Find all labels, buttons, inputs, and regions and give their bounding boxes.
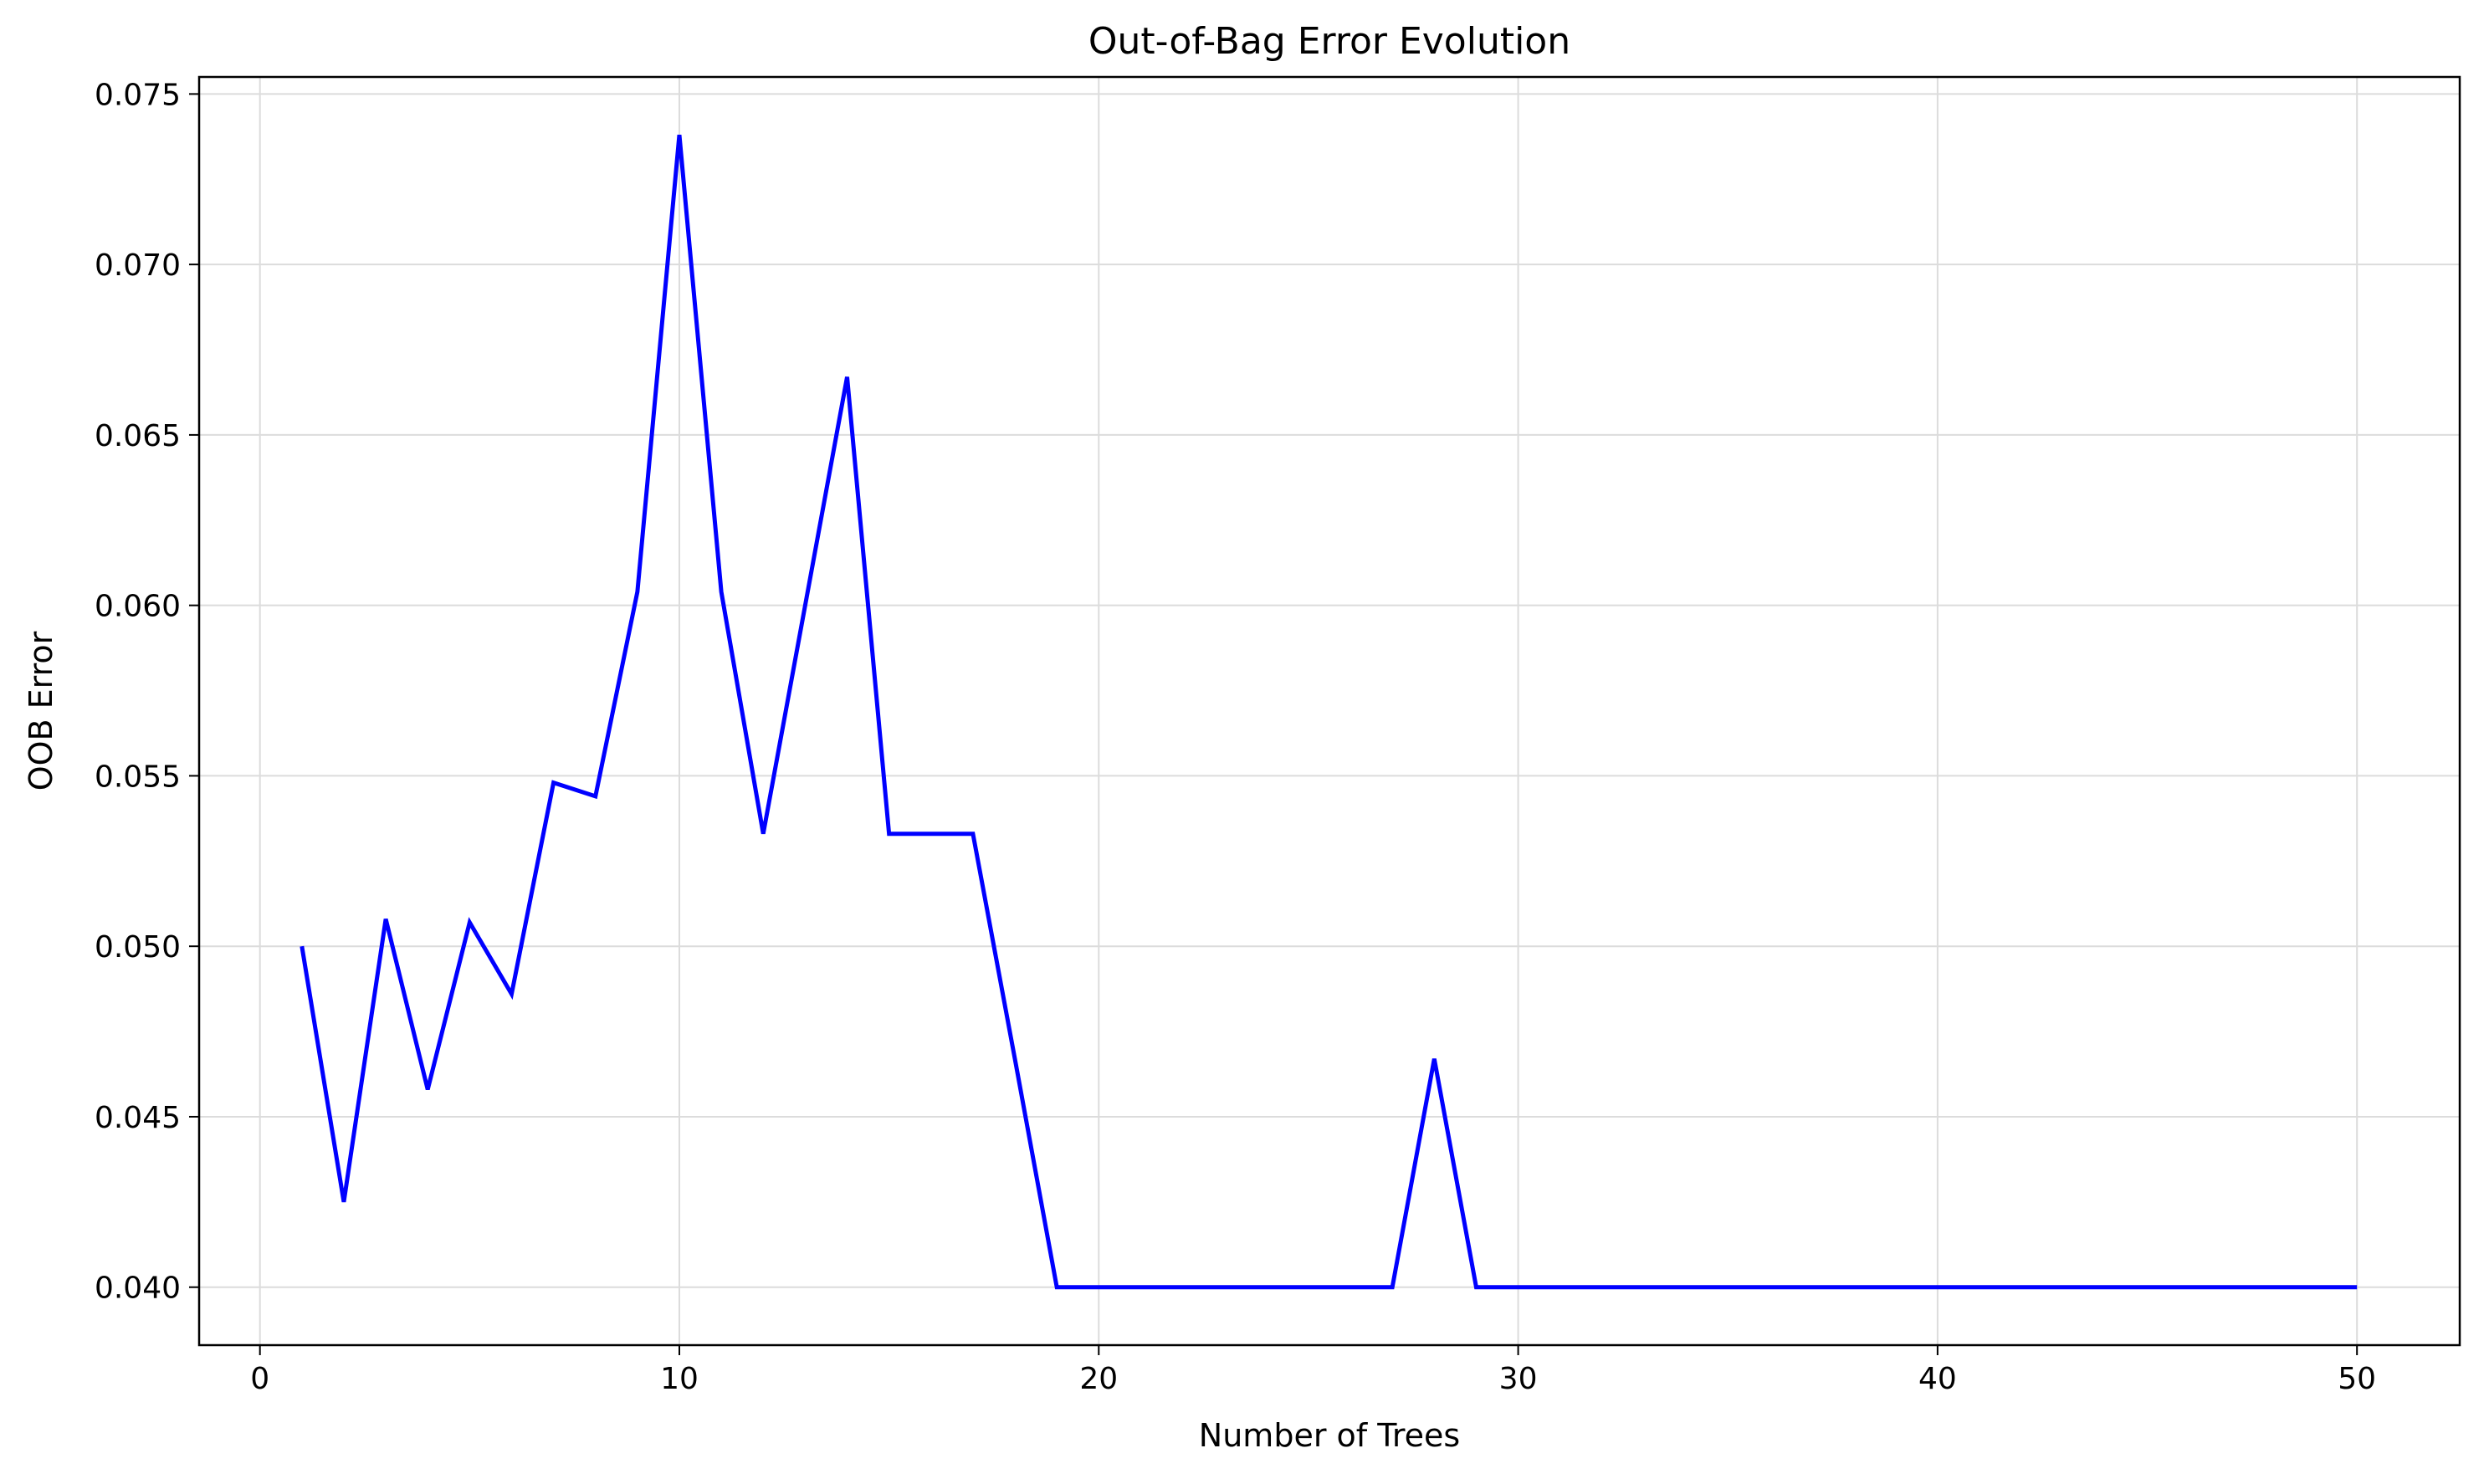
x-tick-label: 50 [2338, 1362, 2376, 1396]
x-tick-label: 20 [1079, 1362, 1118, 1396]
y-tick-label: 0.060 [95, 590, 181, 624]
x-axis-label: Number of Trees [1199, 1417, 1460, 1454]
x-tick-label: 40 [1918, 1362, 1957, 1396]
x-tick-label: 10 [660, 1362, 699, 1396]
y-tick-label: 0.065 [95, 419, 181, 453]
y-tick-label: 0.050 [95, 930, 181, 965]
y-tick-label: 0.055 [95, 760, 181, 794]
x-tick-label: 0 [250, 1362, 269, 1396]
chart-title: Out-of-Bag Error Evolution [1088, 20, 1570, 63]
y-tick-label: 0.045 [95, 1101, 181, 1135]
y-axis-label: OOB Error [23, 631, 59, 791]
y-tick-label: 0.070 [95, 248, 181, 283]
y-tick-label: 0.040 [95, 1272, 181, 1306]
x-tick-label: 30 [1499, 1362, 1538, 1396]
y-tick-label: 0.075 [95, 78, 181, 112]
